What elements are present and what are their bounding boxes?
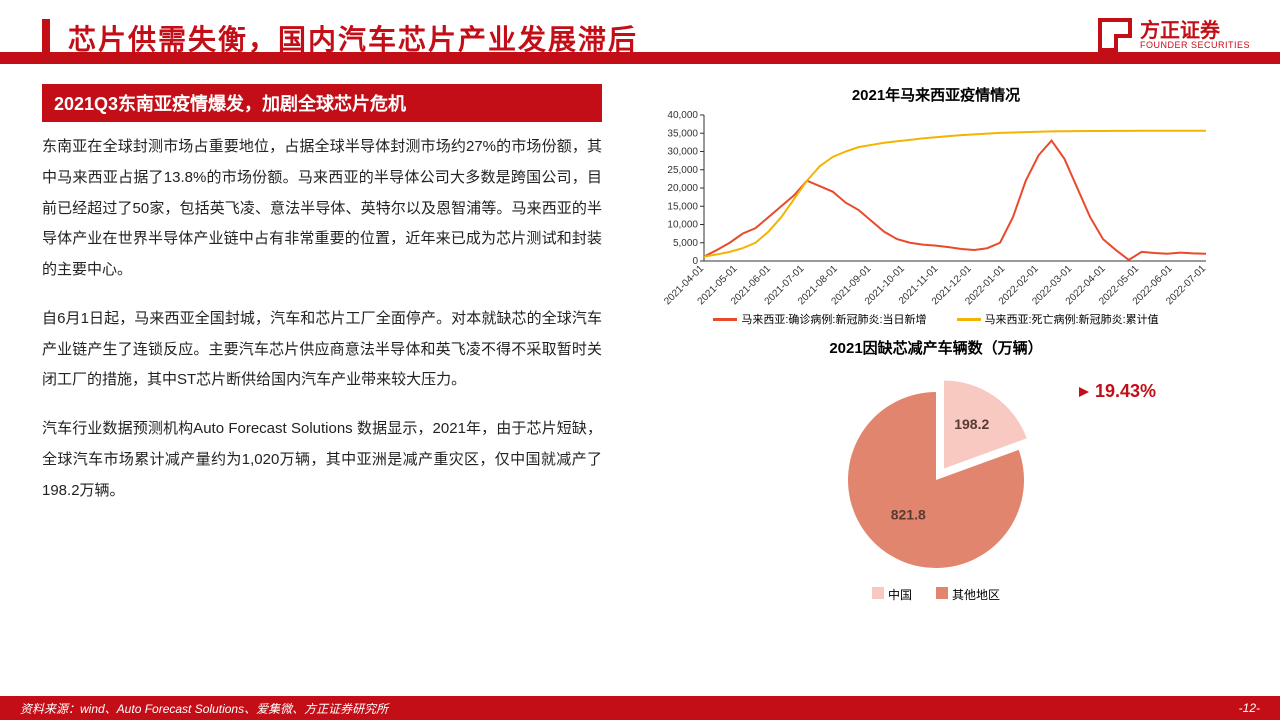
pie-callout: 19.43% — [1039, 381, 1156, 402]
logo-en: FOUNDER SECURITIES — [1140, 41, 1250, 50]
pie-chart-title: 2021因缺芯减产车辆数（万辆） — [829, 337, 1042, 358]
right-column: 2021年马来西亚疫情情况 05,00010,00015,00020,00025… — [622, 84, 1250, 603]
svg-text:30,000: 30,000 — [667, 147, 698, 158]
legend-item-1: 马来西亚:确诊病例:新冠肺炎:当日新增 — [713, 311, 926, 327]
svg-text:198.2: 198.2 — [954, 416, 989, 432]
content: 2021Q3东南亚疫情爆发，加剧全球芯片危机 东南亚在全球封测市场占重要地位，占… — [0, 70, 1280, 603]
page-number: -12- — [1239, 701, 1260, 715]
svg-text:15,000: 15,000 — [667, 201, 698, 212]
legend-label-2: 马来西亚:死亡病例:新冠肺炎:累计值 — [985, 311, 1159, 327]
logo: 方正证券 FOUNDER SECURITIES — [1098, 18, 1250, 52]
pie-legend-1: 中国 — [872, 586, 912, 603]
footer: 资料来源：wind、Auto Forecast Solutions、爱集微、方正… — [0, 696, 1280, 720]
svg-text:5,000: 5,000 — [673, 238, 698, 249]
paragraph-1: 东南亚在全球封测市场占重要地位，占据全球半导体封测市场约27%的市场份额，其中马… — [42, 132, 602, 286]
logo-cn: 方正证券 — [1140, 21, 1250, 41]
legend-swatch-2 — [957, 318, 981, 321]
svg-text:40,000: 40,000 — [667, 110, 698, 121]
header: 芯片供需失衡，国内汽车芯片产业发展滞后 方正证券 FOUNDER SECURIT… — [0, 0, 1280, 70]
legend-label-1: 马来西亚:确诊病例:新冠肺炎:当日新增 — [741, 311, 926, 327]
svg-text:25,000: 25,000 — [667, 165, 698, 176]
pie-percent: 19.43% — [1095, 381, 1156, 402]
paragraph-3: 汽车行业数据预测机构Auto Forecast Solutions 数据显示，2… — [42, 414, 602, 506]
svg-text:35,000: 35,000 — [667, 128, 698, 139]
title-box: 芯片供需失衡，国内汽车芯片产业发展滞后 — [42, 18, 638, 58]
left-column: 2021Q3东南亚疫情爆发，加剧全球芯片危机 东南亚在全球封测市场占重要地位，占… — [42, 84, 602, 603]
svg-text:10,000: 10,000 — [667, 220, 698, 231]
paragraph-2: 自6月1日起，马来西亚全国封城，汽车和芯片工厂全面停产。对本就缺芯的全球汽车产业… — [42, 304, 602, 396]
arrow-icon — [1039, 384, 1089, 400]
line-chart-legend: 马来西亚:确诊病例:新冠肺炎:当日新增 马来西亚:死亡病例:新冠肺炎:累计值 — [713, 311, 1158, 327]
pie-legend-2: 其他地区 — [936, 586, 1000, 603]
footer-source: 资料来源：wind、Auto Forecast Solutions、爱集微、方正… — [20, 700, 388, 717]
legend-swatch-1 — [713, 318, 737, 321]
svg-text:20,000: 20,000 — [667, 183, 698, 194]
logo-icon — [1098, 18, 1132, 52]
pie-chart: 198.2 821.8 — [826, 362, 1046, 582]
pie-legend: 中国 其他地区 — [872, 586, 1000, 603]
page-title: 芯片供需失衡，国内汽车芯片产业发展滞后 — [68, 18, 638, 58]
title-marker — [42, 19, 50, 57]
legend-item-2: 马来西亚:死亡病例:新冠肺炎:累计值 — [957, 311, 1159, 327]
line-chart-title: 2021年马来西亚疫情情况 — [852, 84, 1020, 105]
pie-chart-wrap: 2021因缺芯减产车辆数（万辆） 198.2 821.8 19.43% 中国 其他… — [656, 337, 1216, 603]
section-subtitle: 2021Q3东南亚疫情爆发，加剧全球芯片危机 — [42, 84, 602, 122]
svg-text:821.8: 821.8 — [891, 507, 926, 523]
line-chart: 05,00010,00015,00020,00025,00030,00035,0… — [656, 109, 1216, 309]
